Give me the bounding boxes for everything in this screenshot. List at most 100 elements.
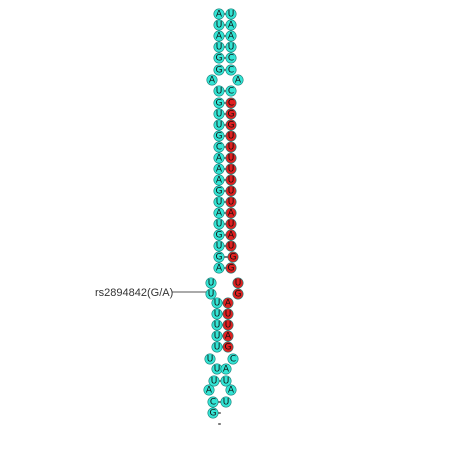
nucleotide-5p-16: A (213, 174, 225, 186)
nucleotide-5p-36: C (207, 396, 219, 408)
nucleotide-circle (227, 251, 239, 263)
nucleotide-circle (207, 407, 219, 419)
nucleotide-letter: A (216, 10, 223, 20)
nucleotide-circle (222, 330, 234, 342)
nucleotide-5p-7: A (206, 74, 218, 86)
nucleotide-circle (207, 396, 219, 408)
nucleotide-3p-33: A (220, 363, 232, 375)
nucleotide-3p-29: U (222, 319, 234, 331)
nucleotide-circle (213, 141, 225, 153)
nucleotide-letter: G (216, 99, 223, 109)
nucleotide-5p-26: U (205, 288, 217, 300)
nucleotide-letter: A (235, 76, 242, 86)
nucleotide-3p-6: C (225, 64, 237, 76)
nucleotide-5p-21: G (213, 229, 225, 241)
nucleotide-3p-19: A (225, 207, 237, 219)
nucleotide-letter: U (228, 220, 235, 230)
nucleotide-3p-16: U (225, 174, 237, 186)
nucleotide-circle (213, 108, 225, 120)
snp-label: rs2894842(G/A) (95, 287, 173, 299)
nucleotide-3p-17: U (225, 185, 237, 197)
nucleotide-circle (211, 341, 223, 353)
nucleotide-5p-8: U (213, 85, 225, 97)
nucleotide-5p-32: U (204, 353, 216, 365)
nucleotide-letter: U (228, 176, 235, 186)
nucleotide-letter: U (216, 43, 223, 53)
nucleotide-3p-5: C (225, 52, 237, 64)
nucleotide-5p-5: G (213, 52, 225, 64)
nucleotide-letter: U (223, 377, 230, 387)
nucleotide-circle (220, 396, 232, 408)
nucleotide-letter: A (206, 386, 213, 396)
nucleotide-letter: G (216, 132, 223, 142)
nucleotide-circle (213, 41, 225, 53)
nucleotide-letter: A (216, 32, 223, 42)
nucleotide-circle (225, 229, 237, 241)
nucleotide-circle (213, 262, 225, 274)
nucleotide-5p-12: G (213, 130, 225, 142)
nucleotide-3p-20: U (225, 218, 237, 230)
nucleotide-letter: G (228, 264, 235, 274)
nucleotide-3p-32: C (227, 353, 239, 365)
nucleotide-circle (232, 288, 244, 300)
nucleotide-circle (225, 185, 237, 197)
nucleotide-letter: U (207, 355, 214, 365)
nucleotide-letter: A (216, 165, 223, 175)
nucleotide-letter: U (208, 279, 215, 289)
nucleotide-5p-27: U (211, 297, 223, 309)
nucleotide-3p-27: A (222, 297, 234, 309)
nucleotide-letter: U (228, 165, 235, 175)
nucleotide-5p-1: A (213, 8, 225, 20)
nucleotide-letter: U (228, 242, 235, 252)
nucleotide-circle (225, 41, 237, 53)
nucleotide-3p-21: A (225, 229, 237, 241)
nucleotide-circle (225, 130, 237, 142)
nucleotide-letter: G (230, 253, 237, 263)
nucleotide-circle (213, 19, 225, 31)
nucleotide-circle (225, 64, 237, 76)
nucleotide-5p-10: U (213, 108, 225, 120)
nucleotide-circle (225, 196, 237, 208)
nucleotide-3p-14: U (225, 152, 237, 164)
nucleotide-5p-14: A (213, 152, 225, 164)
nucleotide-5p-4: U (213, 41, 225, 53)
nucleotide-5p-17: G (213, 185, 225, 197)
nucleotide-circle (213, 229, 225, 241)
nucleotide-3p-2: A (225, 19, 237, 31)
nucleotide-letter: U (214, 299, 221, 309)
nucleotide-5p-28: U (211, 308, 223, 320)
nucleotide-letter: U (216, 198, 223, 208)
nucleotide-letter: U (216, 121, 223, 131)
nucleotide-3p-35: A (225, 384, 237, 396)
nucleotide-letter: A (216, 176, 223, 186)
nucleotide-letter: C (210, 398, 216, 408)
nucleotide-letter: G (228, 110, 235, 120)
nucleotide-circle (204, 353, 216, 365)
nucleotide-circle (213, 30, 225, 42)
nucleotide-letter: C (228, 66, 234, 76)
nucleotide-letter: A (216, 154, 223, 164)
nucleotide-circle (225, 52, 237, 64)
nucleotide-letter: G (216, 253, 223, 263)
nucleotide-letter: U (216, 220, 223, 230)
nucleotide-3p-15: U (225, 163, 237, 175)
nucleotide-letter: U (216, 87, 223, 97)
nucleotide-circle (225, 152, 237, 164)
nucleotide-3p-1: U (225, 8, 237, 20)
nucleotide-circle (205, 288, 217, 300)
nucleotide-letter: U (211, 377, 218, 387)
nucleotide-letter: U (216, 110, 223, 120)
nucleotide-circle (211, 297, 223, 309)
nucleotide-3p-36: U (220, 396, 232, 408)
nucleotide-circle (213, 97, 225, 109)
nucleotide-5p-24: A (213, 262, 225, 274)
nucleotide-letter: A (228, 231, 235, 241)
nucleotide-letter: A (216, 264, 223, 274)
nucleotide-3p-22: U (225, 240, 237, 252)
nucleotide-circle (213, 207, 225, 219)
nucleotide-circle (220, 375, 232, 387)
nucleotide-circle (203, 384, 215, 396)
nucleotide-letter: U (214, 343, 221, 353)
nucleotide-letter: U (214, 332, 221, 342)
nucleotide-circle (225, 384, 237, 396)
